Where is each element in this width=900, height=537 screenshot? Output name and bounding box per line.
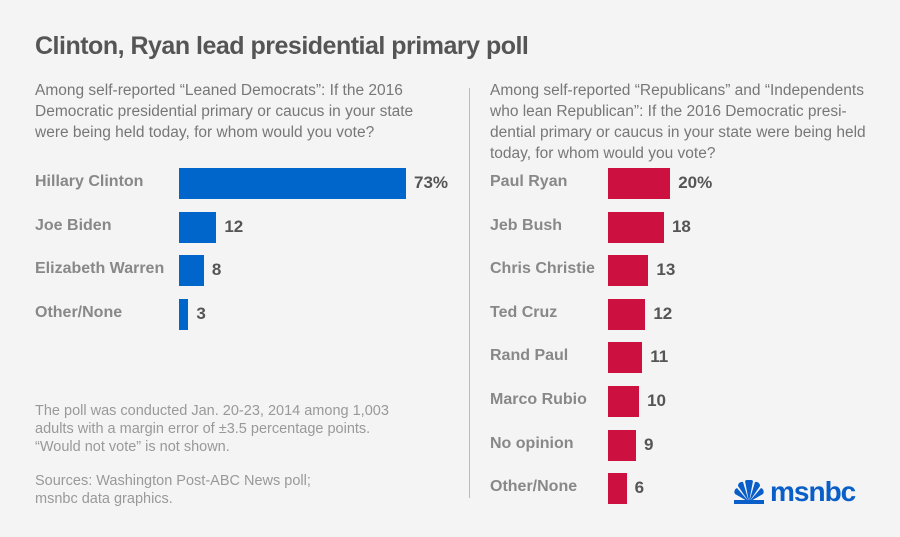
category-label: Other/None bbox=[490, 478, 578, 496]
bar bbox=[179, 211, 217, 243]
msnbc-logo: msnbc bbox=[732, 476, 856, 508]
bar bbox=[608, 298, 646, 330]
bar bbox=[608, 342, 643, 374]
value-label: 18 bbox=[671, 216, 691, 236]
bar bbox=[179, 298, 189, 330]
bar bbox=[608, 255, 649, 287]
category-label: Other/None bbox=[35, 303, 123, 321]
category-label: Hillary Clinton bbox=[35, 173, 144, 190]
method-note: The poll was conducted Jan. 20-23, 2014 … bbox=[35, 403, 389, 455]
bar bbox=[608, 211, 664, 243]
right-question: Among self-reported “Republicans” and “I… bbox=[490, 82, 866, 162]
logo-text: msnbc bbox=[770, 476, 856, 507]
category-label: Chris Christie bbox=[490, 260, 595, 278]
bar bbox=[179, 168, 407, 199]
category-label: Elizabeth Warren bbox=[35, 260, 165, 278]
bar bbox=[608, 168, 671, 199]
category-label: Joe Biden bbox=[35, 216, 112, 234]
value-label: 13 bbox=[656, 260, 676, 280]
bar bbox=[179, 255, 204, 287]
bar bbox=[608, 473, 627, 505]
value-label: 3 bbox=[196, 303, 206, 323]
value-label: 9 bbox=[643, 434, 654, 454]
value-label: 12 bbox=[224, 216, 244, 236]
left-question: Among self-reported “Leaned Democrats”: … bbox=[35, 82, 414, 141]
divider bbox=[469, 88, 470, 498]
value-label: 73% bbox=[414, 173, 449, 192]
value-label: 6 bbox=[634, 478, 645, 498]
category-label: No opinion bbox=[490, 434, 574, 452]
category-label: Marco Rubio bbox=[490, 391, 587, 408]
value-label: 11 bbox=[650, 347, 669, 367]
category-label: Paul Ryan bbox=[490, 173, 568, 190]
value-label: 12 bbox=[653, 303, 673, 323]
bar bbox=[608, 429, 636, 461]
peacock-icon bbox=[734, 480, 764, 504]
category-label: Rand Paul bbox=[490, 347, 569, 365]
category-label: Jeb Bush bbox=[490, 216, 563, 234]
category-label: Ted Cruz bbox=[490, 303, 558, 321]
value-label: 20% bbox=[678, 173, 713, 192]
value-label: 8 bbox=[211, 260, 222, 280]
value-label: 10 bbox=[647, 391, 667, 410]
chart-title: Clinton, Ryan lead presidential primary … bbox=[35, 32, 529, 60]
bar bbox=[608, 386, 640, 417]
sources: Sources: Washington Post-ABC News poll; … bbox=[35, 473, 311, 507]
